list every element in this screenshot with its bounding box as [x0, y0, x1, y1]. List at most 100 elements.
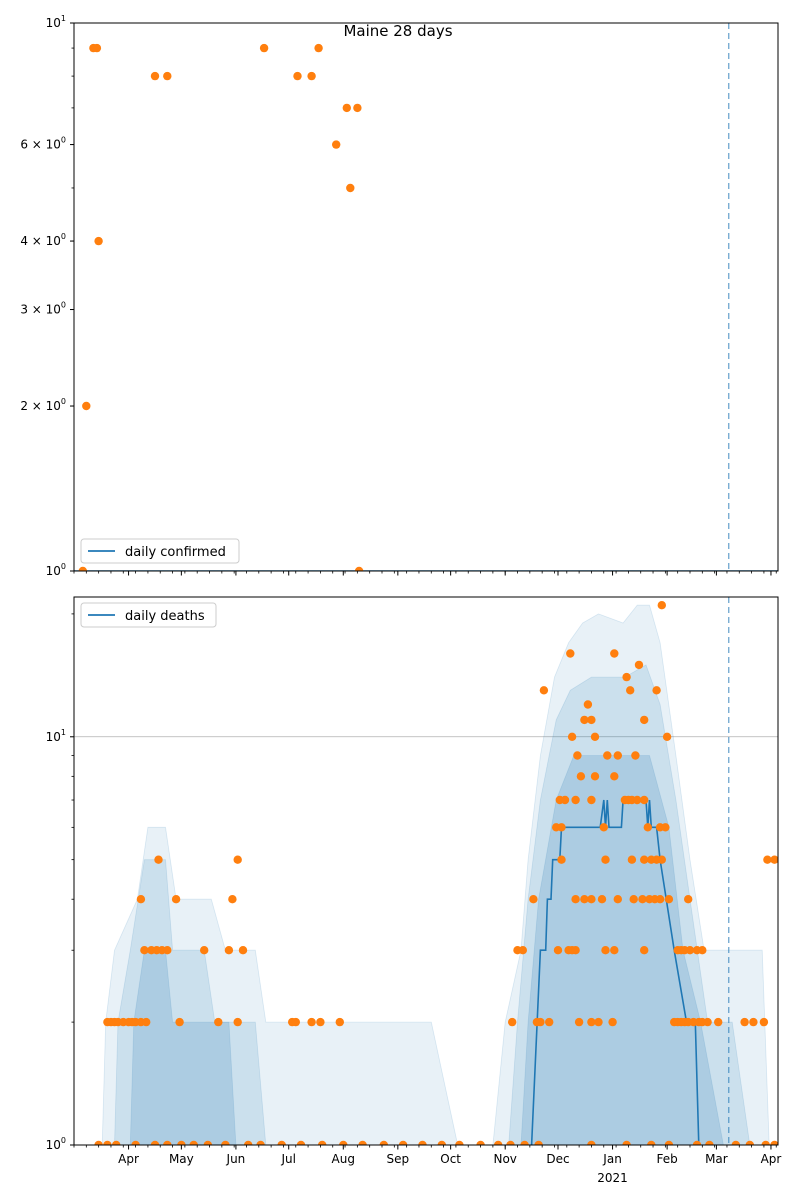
data-point: [574, 1017, 584, 1027]
y-tick-label: 4 × 100: [20, 232, 66, 248]
data-point: [307, 71, 316, 81]
data-point: [529, 895, 538, 904]
data-point: [634, 660, 644, 670]
data-point: [573, 751, 582, 760]
data-point: [256, 1140, 265, 1145]
data-point: [82, 401, 91, 411]
data-point: [599, 823, 608, 832]
top-legend: daily confirmed: [80, 538, 240, 564]
data-point: [703, 1017, 712, 1027]
data-point: [566, 649, 575, 658]
data-point: [557, 823, 566, 832]
data-point: [601, 946, 610, 955]
data-point: [293, 71, 302, 81]
x-tick-label: Mar: [705, 1152, 728, 1166]
data-point: [545, 1017, 554, 1027]
data-point: [92, 43, 102, 53]
data-point: [335, 1017, 344, 1027]
data-point: [571, 946, 580, 955]
data-point: [200, 946, 209, 955]
y-tick-label: 2 × 100: [20, 397, 66, 413]
data-point: [631, 751, 640, 760]
x-tick-label: Feb: [656, 1152, 677, 1166]
data-point: [587, 895, 596, 904]
y-tick-label: 3 × 100: [20, 301, 66, 317]
data-point: [277, 1140, 286, 1145]
data-point: [662, 732, 672, 741]
data-point: [731, 1140, 740, 1145]
data-point: [518, 946, 527, 955]
data-point: [175, 1017, 184, 1027]
data-point: [346, 183, 355, 193]
data-point: [171, 895, 181, 904]
data-point: [576, 772, 586, 781]
data-point: [714, 1017, 723, 1027]
bottom-legend: daily deaths: [80, 602, 217, 628]
data-point: [601, 855, 610, 864]
y-tick-label: 101: [46, 728, 66, 744]
data-point: [557, 855, 566, 864]
data-point: [189, 1140, 198, 1145]
data-point: [94, 1140, 103, 1145]
data-point: [112, 1140, 121, 1145]
legend-label-deaths: daily deaths: [125, 609, 205, 624]
data-point: [626, 686, 635, 695]
data-point: [587, 1017, 596, 1027]
data-point: [590, 732, 600, 741]
data-point: [353, 103, 362, 113]
data-point: [332, 140, 341, 149]
data-point: [613, 751, 622, 760]
data-point: [244, 1140, 253, 1145]
data-point: [664, 1140, 674, 1145]
data-point: [150, 71, 160, 81]
data-point: [759, 1017, 769, 1027]
data-point: [640, 946, 649, 955]
data-point: [140, 946, 149, 955]
top-plot-frame: [73, 22, 779, 572]
data-point: [685, 946, 695, 955]
data-point: [705, 1140, 714, 1145]
x-tick-label: Nov: [493, 1152, 516, 1166]
data-point: [307, 1017, 316, 1027]
data-point: [318, 1140, 327, 1145]
data-point: [640, 715, 649, 725]
data-point: [136, 895, 146, 904]
data-point: [103, 1140, 112, 1145]
data-point: [78, 566, 87, 571]
data-point: [221, 1140, 230, 1145]
data-point: [603, 751, 612, 760]
data-point: [398, 1140, 408, 1145]
x-tick-year-label: 2021: [597, 1171, 628, 1185]
x-tick-label: Sep: [387, 1152, 410, 1166]
data-point: [740, 1017, 749, 1027]
data-point: [657, 601, 666, 610]
data-point: [610, 946, 619, 955]
data-point: [520, 1140, 529, 1145]
data-point: [627, 855, 637, 864]
y-tick-label: 100: [46, 1136, 66, 1152]
data-point: [539, 686, 549, 695]
data-point: [692, 1140, 702, 1145]
data-point: [664, 895, 674, 904]
data-point: [698, 946, 707, 955]
data-point: [316, 1017, 325, 1027]
data-point: [560, 795, 570, 805]
legend-label-confirmed: daily confirmed: [125, 545, 226, 560]
data-point: [536, 1017, 545, 1027]
data-point: [259, 43, 269, 53]
data-point: [770, 855, 778, 864]
data-point: [296, 1140, 306, 1145]
data-point: [583, 700, 593, 709]
data-point: [622, 672, 631, 682]
data-point: [291, 1017, 300, 1027]
data-point: [633, 795, 642, 805]
x-tick-label: Apr: [118, 1152, 139, 1166]
x-tick-label: Jul: [280, 1152, 295, 1166]
data-point: [770, 1140, 778, 1145]
data-point: [228, 895, 237, 904]
data-point: [131, 1140, 140, 1145]
data-point: [94, 236, 103, 246]
data-point: [580, 715, 589, 725]
data-point: [610, 649, 619, 658]
